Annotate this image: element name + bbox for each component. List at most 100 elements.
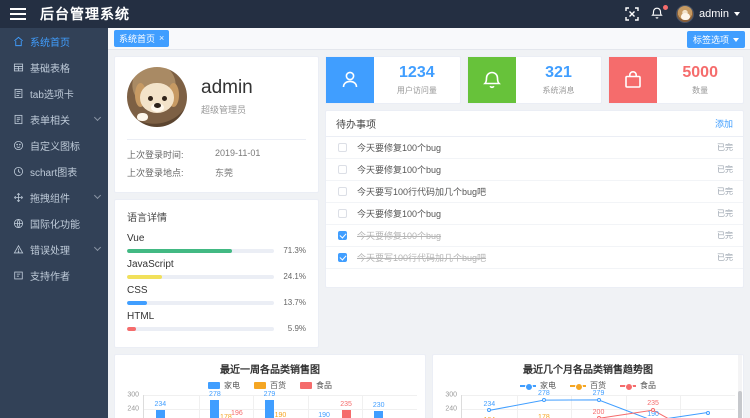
user-menu-label: admin [699,8,729,20]
todo-action[interactable]: 已完 [717,231,733,240]
stat-number: 5000 [682,64,718,82]
data-point[interactable] [705,410,710,415]
legend-label: 家电 [540,381,556,390]
todo-checkbox[interactable] [338,165,347,174]
stat-number: 321 [545,64,572,82]
bar[interactable]: 230 [373,402,385,418]
plot-area: 234278279190164178150135741182002351月2月3… [461,390,735,418]
sidebar-item-label: 系统首页 [30,37,70,49]
bar-value-label: 190 [318,411,330,418]
language-name: Vue [127,233,145,244]
stat-card-messages[interactable]: 321 系统消息 [466,56,603,104]
sidebar-item-tabs[interactable]: tab选项卡 [0,80,108,106]
todo-checkbox[interactable] [338,209,347,218]
progress-track [127,300,274,305]
sidebar-item-error[interactable]: 错误处理 [0,236,108,262]
data-point-label: 200 [592,408,605,416]
stat-card-quantity[interactable]: 5000 数量 [608,56,745,104]
sidebar-item-schart[interactable]: schart图表 [0,158,108,184]
todo-row[interactable]: 今天要修复100个bug 已完 [326,159,743,181]
stat-label: 系统消息 [542,85,575,95]
progress-fill [127,326,136,331]
plot-area: 2341641441月2781781962月2791901503月1901352… [143,391,417,418]
legend-item[interactable]: 家电 [520,380,556,391]
bell-icon[interactable] [650,5,669,22]
stat-label: 用户访问量 [396,85,437,95]
globe-icon [12,217,24,229]
progress-track [127,326,274,331]
todo-row[interactable]: 今天要写100行代码加几个bug吧 已完 [326,181,743,203]
todo-row[interactable]: 今天要修复100个bug 已完 [326,137,743,159]
legend-label: 食品 [640,381,656,390]
todo-action[interactable]: 已完 [717,143,733,152]
todo-action[interactable]: 已完 [717,165,733,174]
user-menu[interactable]: admin [676,5,740,23]
data-point[interactable] [541,398,546,403]
gridline [680,395,682,418]
sidebar-item-drag[interactable]: 拖拽组件 [0,184,108,210]
home-icon [12,35,24,47]
legend-label: 百货 [590,381,606,390]
sidebar-item-home[interactable]: 系统首页 [0,28,108,54]
sidebar-item-basic-table[interactable]: 基础表格 [0,54,108,80]
legend-swatch [254,382,266,389]
todo-checkbox[interactable] [338,231,347,240]
legend-swatch [570,382,586,391]
legend-item[interactable]: 家电 [208,380,240,391]
chart-title: 最近一周各品类销售图 [220,365,320,376]
gridline [516,395,518,418]
language-row: HTML 5.9% [127,311,306,333]
bar[interactable]: 234 [154,401,166,418]
data-point[interactable] [596,397,601,402]
language-percent: 13.7% [283,298,306,307]
todo-checkbox[interactable] [338,187,347,196]
user-icon [326,57,374,103]
todo-checkbox[interactable] [338,253,347,262]
legend-item[interactable]: 百货 [254,380,286,391]
gridline [253,395,255,418]
legend-item[interactable]: 百货 [570,380,606,391]
tab-home[interactable]: 系统首页 × [114,30,170,47]
tag-select-button[interactable]: 标签选项 [686,31,745,48]
legend-swatch [300,382,312,389]
todo-action[interactable]: 已完 [717,187,733,196]
add-todo-link[interactable]: 添加 [714,119,733,129]
todo-text: 今天要修复100个bug [357,165,442,175]
bar[interactable]: 279 [264,391,275,418]
sidebar-item-forms[interactable]: 表单相关 [0,106,108,132]
chevron-down-icon [93,191,102,200]
data-point[interactable] [651,408,656,413]
bar-value-label: 196 [231,410,243,418]
sidebar-item-label: 自定义图标 [30,141,80,153]
bar[interactable]: 278 [209,391,221,418]
data-point-label: 190 [647,410,659,418]
sidebar-item-support[interactable]: 支持作者 [0,262,108,288]
data-point[interactable] [487,408,492,413]
data-point[interactable] [596,416,601,418]
scrollbar-thumb[interactable] [738,391,742,418]
scrollbar-track[interactable] [738,355,742,418]
sidebar: 系统首页 基础表格 tab选项卡 表单相关 自定义图标 [0,28,108,418]
sidebar-item-custom-icons[interactable]: 自定义图标 [0,132,108,158]
stat-card-visits[interactable]: 1234 用户访问量 [325,56,461,104]
bar[interactable]: 235 [340,401,352,418]
todo-row[interactable]: 今天要写100行代码加几个bug吧 已完 [326,247,743,269]
y-axis-tick: 300 [127,391,139,399]
close-icon[interactable]: × [159,33,165,43]
legend-item[interactable]: 食品 [300,380,332,391]
sidebar-item-i18n[interactable]: 国际化功能 [0,210,108,236]
todo-row[interactable]: 今天要修复100个bug 已完 [326,203,743,225]
avatar [676,5,695,23]
language-name: HTML [127,311,155,322]
card-title: 待办事项 [336,120,376,131]
fullscreen-icon[interactable] [624,6,640,22]
todo-action[interactable]: 已完 [717,209,733,218]
todo-row[interactable]: 今天要修复100个bug 已完 [326,225,743,247]
todo-checkbox[interactable] [338,143,347,152]
language-row: JavaScript 24.1% [127,259,306,281]
hamburger-icon[interactable] [10,8,26,20]
todo-action[interactable]: 已完 [717,253,733,262]
bar-group: 2791901503月 [253,391,308,418]
legend-item[interactable]: 食品 [620,380,656,391]
